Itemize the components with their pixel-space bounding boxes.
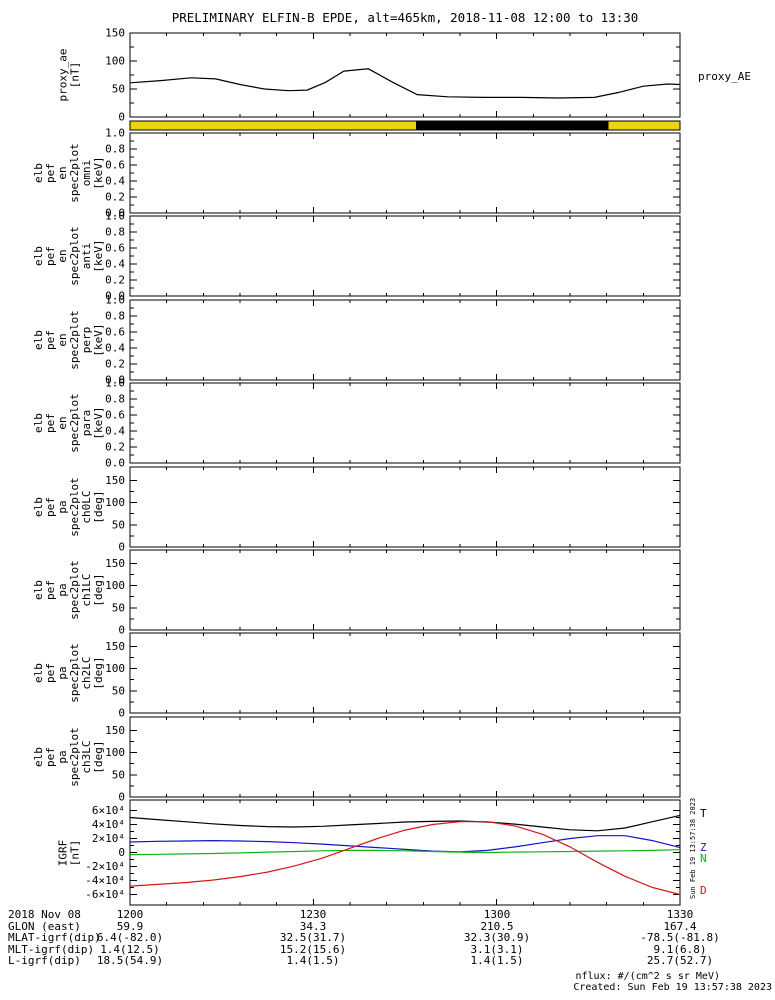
igrf-t-label: T [700, 807, 707, 820]
footer-value: 1.4(1.5) [286, 954, 340, 967]
x-tick-label: 1300 [483, 908, 511, 921]
en_omni-panel-box [129, 132, 681, 214]
ylabel-pa-ch1lc-text: elb pef pa spec2plot ch1LC [deg] [31, 560, 105, 620]
position-bar-segment [130, 121, 416, 130]
ylabel-en-para-text: elb pef en spec2plot para [keV] [31, 393, 105, 453]
footer-row-label: MLAT-igrf(dip) [8, 931, 101, 944]
x-tick-label: 1200 [116, 908, 144, 921]
ylabel-en-omni: elb pef en spec2plot omni [keV] [16, 133, 122, 213]
proxy-ae-series-label: proxy_AE [698, 70, 751, 83]
footer-value: 1.4(12.5) [100, 943, 160, 956]
position-bar-segment [416, 121, 609, 130]
ylabel-pa-ch3lc-text: elb pef pa spec2plot ch3LC [deg] [31, 727, 105, 787]
creation-watermark: Sun Feb 19 13:57:38 2023 [689, 797, 697, 899]
pa_ch2lc-panel-box [129, 632, 681, 714]
ylabel-en-anti-text: elb pef en spec2plot anti [keV] [31, 226, 105, 286]
igrf-D-line [129, 821, 681, 896]
pa_ch3lc-panel-box [129, 716, 681, 798]
ylabel-pa-ch0lc: elb pef pa spec2plot ch0LC [deg] [16, 467, 122, 547]
ylabel-proxy-ae: proxy_ae [nT] [16, 33, 122, 117]
igrf-Z-line [129, 835, 681, 853]
pa_ch0lc-panel-box [129, 466, 681, 548]
ylabel-en-perp-text: elb pef en spec2plot perp [keV] [31, 310, 105, 370]
position-bar-outline [129, 120, 681, 131]
igrf-panel-box [129, 799, 681, 906]
ylabel-proxy-ae-text: proxy_ae [nT] [55, 48, 81, 102]
footer-row-label: L-igrf(dip) [8, 954, 81, 967]
ylabel-pa-ch2lc-text: elb pef pa spec2plot ch2LC [deg] [31, 643, 105, 703]
footer-value: 167.4 [663, 920, 697, 933]
footer-row-label: MLT-igrf(dip) [8, 943, 95, 956]
ylabel-en-para: elb pef en spec2plot para [keV] [16, 383, 122, 463]
nflux-note: nflux: #/(cm^2 s sr MeV) [575, 971, 721, 982]
en_anti-panel-box [129, 215, 681, 297]
ylabel-en-perp: elb pef en spec2plot perp [keV] [16, 300, 122, 380]
igrf-T-line [129, 814, 681, 832]
footer-value: 18.5(54.9) [96, 954, 164, 967]
date-label: 2018 Nov 08 [8, 908, 81, 921]
footer-value: 32.5(31.7) [279, 931, 347, 944]
footer-row-mlat: MLAT-igrf(dip) 6.4(-82.0) 32.5(31.7) 32.… [0, 931, 775, 944]
x-tick-label: 1230 [299, 908, 327, 921]
footer-row-glon: GLON (east) 59.9 34.3 210.5 167.4 [0, 920, 775, 933]
x-tick-label: 1330 [666, 908, 694, 921]
footer-value: 32.3(30.9) [463, 931, 531, 944]
igrf-z-label: Z [700, 841, 707, 854]
igrf-n-label: N [700, 852, 707, 865]
footer-value: 59.9 [116, 920, 144, 933]
footer-value: 6.4(-82.0) [96, 931, 164, 944]
plot-title: PRELIMINARY ELFIN-B EPDE, alt=465km, 201… [171, 10, 639, 25]
proxy_ae-panel-box [129, 32, 681, 118]
footer-row-mlt: MLT-igrf(dip) 1.4(12.5) 15.2(15.6) 3.1(3… [0, 943, 775, 956]
footer-row-label: GLON (east) [8, 920, 81, 933]
igrf-N-line [129, 849, 681, 856]
footer-value: 3.1(3.1) [470, 943, 524, 956]
footer-value: 34.3 [299, 920, 327, 933]
en_perp-panel-box [129, 299, 681, 381]
position-bar-segment [608, 121, 680, 130]
created-note: Created: Sun Feb 19 13:57:38 2023 [573, 982, 772, 993]
proxy_ae-proxy_AE-line [129, 68, 681, 99]
footer-value: 210.5 [480, 920, 514, 933]
ylabel-pa-ch1lc: elb pef pa spec2plot ch1LC [deg] [16, 550, 122, 630]
ylabel-igrf-text: IGRF [nT] [56, 839, 81, 866]
footer-row-l: L-igrf(dip) 18.5(54.9) 1.4(1.5) 1.4(1.5)… [0, 954, 775, 967]
footer-value: 1.4(1.5) [470, 954, 524, 967]
ylabel-pa-ch2lc: elb pef pa spec2plot ch2LC [deg] [16, 633, 122, 713]
footer-value: 25.7(52.7) [646, 954, 714, 967]
footer-value: -78.5(-81.8) [640, 931, 720, 944]
ylabel-igrf: IGRF [nT] [16, 800, 122, 905]
x-axis-row: 2018 Nov 08 1200 1230 1300 1330 [0, 908, 775, 921]
en_para-panel-box [129, 382, 681, 464]
pa_ch1lc-panel-box [129, 549, 681, 631]
footer-value: 9.1(6.8) [653, 943, 707, 956]
ylabel-en-omni-text: elb pef en spec2plot omni [keV] [31, 143, 105, 203]
ylabel-en-anti: elb pef en spec2plot anti [keV] [16, 216, 122, 296]
footer-value: 15.2(15.6) [279, 943, 347, 956]
ylabel-pa-ch3lc: elb pef pa spec2plot ch3LC [deg] [16, 717, 122, 797]
ylabel-pa-ch0lc-text: elb pef pa spec2plot ch0LC [deg] [31, 477, 105, 537]
igrf-d-label: D [700, 884, 707, 897]
